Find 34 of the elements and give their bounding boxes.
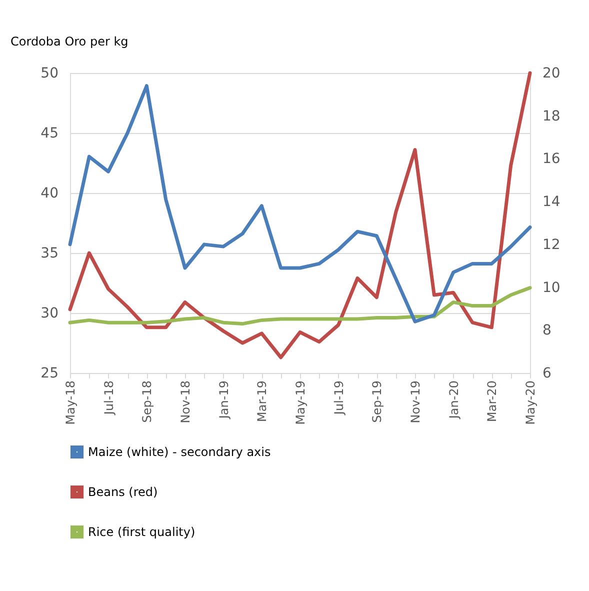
y2-tick-label: 18 [542,108,560,124]
y-tick-label: 35 [40,246,58,262]
x-tick-label: May-18 [64,380,78,425]
x-tick-label: Nov-18 [178,380,192,424]
x-tick-label: Jan-19 [216,380,231,420]
y2-tick-label: 10 [542,280,560,296]
line-series [68,286,532,326]
legend-label: Rice (first quality) [88,525,196,539]
legend-label: Maize (white) - secondary axis [88,445,271,459]
x-tick-label: Jan-20 [446,380,461,420]
y-axis-title: Cordoba Oro per kg [10,34,128,48]
y2-tick-label: 6 [542,366,552,382]
line-series [68,71,532,360]
y2-tick-label: 14 [542,194,560,210]
x-tick-label: May-20 [524,380,538,425]
y-tick-label: 30 [40,306,58,322]
x-tick-label: May-19 [294,380,308,425]
y2-tick-label: 8 [542,322,552,339]
y2-tick-label: 12 [542,236,560,253]
x-tick-label: Nov-19 [408,380,422,424]
legend-label: Beans (red) [88,485,158,499]
y-tick-label: 40 [40,186,58,202]
y2-tick-label: 20 [542,66,560,82]
y2-tick-label: 16 [542,151,560,168]
y-tick-label: 45 [40,126,58,142]
y-tick-label: 50 [40,66,58,82]
x-tick-label: Sep-18 [140,380,154,423]
x-tick-label: Mar-20 [485,380,500,422]
line-series [68,84,532,324]
y-tick-label: 25 [40,366,58,382]
x-tick-label: Jul-18 [102,380,116,416]
x-tick-label: Sep-19 [370,380,384,423]
x-tick-label: Mar-19 [255,380,270,422]
x-tick-label: Jul-19 [332,380,346,416]
